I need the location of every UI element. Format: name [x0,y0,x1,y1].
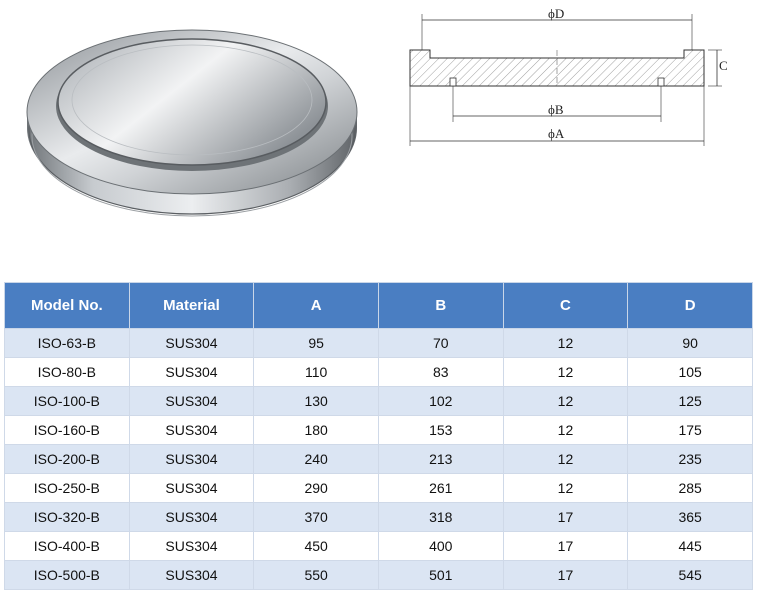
cell-b: 213 [377,444,504,474]
cell-a: 130 [253,386,379,416]
cell-b: 318 [377,502,504,532]
dimension-label-a: ϕA [548,126,565,141]
cell-b: 501 [377,560,504,590]
cell-d: 175 [627,415,753,445]
cell-a: 240 [253,444,379,474]
cell-c: 12 [502,386,629,416]
cell-model-no: ISO-80-B [4,357,130,387]
dimension-label-d: ϕD [548,6,564,21]
dimension-label-c: C [719,58,728,73]
cell-model-no: ISO-400-B [4,531,130,561]
cell-b: 153 [377,415,504,445]
dimension-drawing: ϕD C ϕB ϕA [409,6,728,146]
cell-model-no: ISO-250-B [4,473,130,503]
cell-d: 90 [627,328,753,358]
cell-c: 12 [502,415,629,445]
cell-material: SUS304 [128,502,255,532]
cell-model-no: ISO-200-B [4,444,130,474]
cell-material: SUS304 [128,386,255,416]
cell-material: SUS304 [128,357,255,387]
cell-a: 370 [253,502,379,532]
cell-material: SUS304 [128,415,255,445]
cell-c: 12 [502,444,629,474]
cell-d: 105 [627,357,753,387]
cell-c: 12 [502,328,629,358]
cell-a: 290 [253,473,379,503]
cell-model-no: ISO-160-B [4,415,130,445]
cell-c: 17 [502,502,629,532]
table-row: ISO-500-B SUS304 550 501 17 545 [4,560,753,590]
cell-d: 125 [627,386,753,416]
cell-model-no: ISO-100-B [4,386,130,416]
header-c: C [502,282,629,329]
cell-d: 545 [627,560,753,590]
table-row: ISO-160-B SUS304 180 153 12 175 [4,415,753,445]
header-b: B [377,282,504,329]
cell-material: SUS304 [128,531,255,561]
table-row: ISO-80-B SUS304 110 83 12 105 [4,357,753,387]
cell-a: 180 [253,415,379,445]
table-header-row: Model No. Material A B C D [4,282,753,329]
cell-a: 110 [253,357,379,387]
header-model-no: Model No. [4,282,130,329]
product-photo [26,29,358,217]
cell-b: 400 [377,531,504,561]
spec-table: Model No. Material A B C D ISO-63-B SUS30… [4,282,753,590]
cell-a: 450 [253,531,379,561]
header-a: A [253,282,379,329]
table-row: ISO-400-B SUS304 450 400 17 445 [4,531,753,561]
table-row: ISO-250-B SUS304 290 261 12 285 [4,473,753,503]
cell-d: 285 [627,473,753,503]
cell-b: 83 [377,357,504,387]
cell-c: 17 [502,531,629,561]
cell-material: SUS304 [128,473,255,503]
cell-material: SUS304 [128,328,255,358]
header-material: Material [128,282,255,329]
cell-d: 235 [627,444,753,474]
cell-a: 95 [253,328,379,358]
cell-model-no: ISO-63-B [4,328,130,358]
cell-material: SUS304 [128,560,255,590]
cell-material: SUS304 [128,444,255,474]
dimension-label-b: ϕB [548,102,564,117]
cell-d: 445 [627,531,753,561]
cell-d: 365 [627,502,753,532]
cell-model-no: ISO-320-B [4,502,130,532]
header-d: D [627,282,753,329]
cell-c: 12 [502,473,629,503]
table-row: ISO-63-B SUS304 95 70 12 90 [4,328,753,358]
cell-a: 550 [253,560,379,590]
cell-c: 12 [502,357,629,387]
table-row: ISO-200-B SUS304 240 213 12 235 [4,444,753,474]
table-row: ISO-100-B SUS304 130 102 12 125 [4,386,753,416]
cell-b: 70 [377,328,504,358]
cell-b: 102 [377,386,504,416]
cell-model-no: ISO-500-B [4,560,130,590]
table-body: ISO-63-B SUS304 95 70 12 90 ISO-80-B SUS304 110 8… [4,328,753,590]
table-row: ISO-320-B SUS304 370 318 17 365 [4,502,753,532]
cell-c: 17 [502,560,629,590]
cell-b: 261 [377,473,504,503]
